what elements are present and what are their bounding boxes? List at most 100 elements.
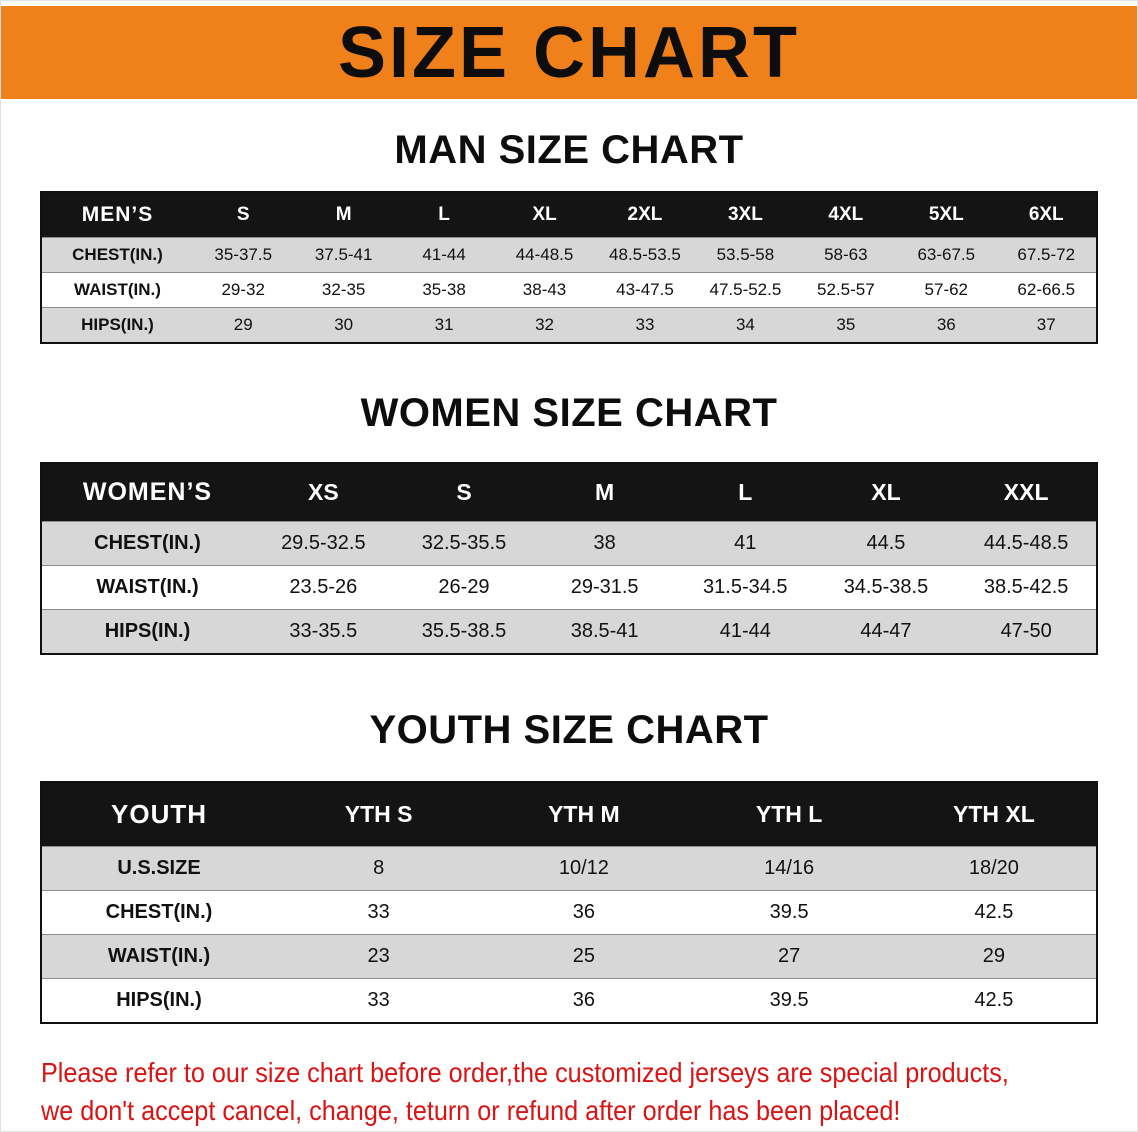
row-label: CHEST(IN.) [41, 521, 253, 566]
size-value-cell: 30 [293, 307, 394, 343]
size-value-cell: 38-43 [494, 272, 595, 308]
row-label: WAIST(IN.) [41, 565, 253, 610]
size-column-header: S [456, 479, 472, 505]
size-column-header: YTH M [548, 801, 620, 827]
size-value-cell: 18/20 [891, 846, 1097, 891]
size-value-cell: 47-50 [956, 609, 1097, 654]
size-value-cell: 10/12 [481, 846, 687, 891]
size-value-cell: 43-47.5 [594, 272, 696, 308]
row-label: WAIST(IN.) [41, 272, 193, 308]
size-value-cell: 53.5-58 [695, 237, 796, 273]
row-label: HIPS(IN.) [41, 609, 253, 654]
row-label: U.S.SIZE [41, 846, 276, 891]
size-value-cell: 44.5-48.5 [956, 521, 1097, 566]
size-column-header: M [595, 479, 615, 505]
size-value-cell: 8 [276, 846, 482, 891]
size-value-cell: 36 [481, 890, 687, 935]
table-header-row: YOUTH YTH S YTH M YTH L YTH XL [41, 782, 1097, 847]
size-value-cell: 42.5 [891, 978, 1097, 1023]
size-column-header: 4XL [828, 204, 864, 225]
size-value-cell: 62-66.5 [996, 272, 1097, 308]
size-value-cell: 27 [686, 934, 892, 979]
measurement-row: HIPS(IN.) 33 36 39.5 42.5 [41, 978, 1097, 1023]
size-value-cell: 41 [674, 521, 816, 566]
row-label: HIPS(IN.) [41, 978, 276, 1023]
measurement-row: WAIST(IN.) 23 25 27 29 [41, 934, 1097, 979]
size-value-cell: 23 [276, 934, 482, 979]
size-value-cell: 67.5-72 [996, 237, 1097, 273]
size-column-header: L [438, 204, 450, 225]
table-header-row: MEN’S S M L XL 2XL 3XL 4XL 5XL 6XL [41, 192, 1097, 238]
size-value-cell: 36 [481, 978, 687, 1023]
men-section-heading: MAN SIZE CHART [394, 128, 744, 172]
size-value-cell: 34 [695, 307, 796, 343]
size-value-cell: 44.5 [815, 521, 957, 566]
size-value-cell: 44-48.5 [494, 237, 595, 273]
size-value-cell: 32 [494, 307, 595, 343]
size-value-cell: 47.5-52.5 [695, 272, 796, 308]
size-value-cell: 36 [896, 307, 997, 343]
youth-section-heading: YOUTH SIZE CHART [369, 708, 769, 752]
size-value-cell: 37.5-41 [293, 237, 394, 273]
row-label: WAIST(IN.) [41, 934, 276, 979]
size-value-cell: 57-62 [896, 272, 997, 308]
measurement-row: WAIST(IN.) 23.5-26 26-29 29-31.5 31.5-34.5 34… [41, 565, 1097, 610]
measurement-row: U.S.SIZE 8 10/12 14/16 18/20 [41, 846, 1097, 891]
table-title: MEN’S [81, 203, 154, 226]
size-value-cell: 23.5-26 [253, 565, 394, 610]
footer-notice: Please refer to our size chart before or… [41, 1054, 1137, 1130]
size-value-cell: 58-63 [795, 237, 897, 273]
size-column-header: YTH S [344, 801, 413, 827]
measurement-row: HIPS(IN.) 29 30 31 32 33 34 35 36 37 [41, 307, 1097, 343]
size-column-header: XL [532, 204, 557, 225]
size-column-header: YTH L [755, 801, 823, 827]
notice-line-1: Please refer to our size chart before or… [41, 1057, 1009, 1088]
size-value-cell: 34.5-38.5 [815, 565, 957, 610]
size-column-header: 3XL [727, 204, 763, 225]
size-value-cell: 32.5-35.5 [393, 521, 535, 566]
size-column-header: YTH XL [952, 801, 1035, 827]
notice-line-2: we don't accept cancel, change, teturn o… [41, 1094, 901, 1126]
page-title: SIZE CHART [338, 12, 800, 93]
men-size-table: MEN’S S M L XL 2XL 3XL 4XL 5XL 6XL CHEST(IN.) 35-37… [40, 191, 1098, 344]
measurement-row: CHEST(IN.) 33 36 39.5 42.5 [41, 890, 1097, 935]
row-label: CHEST(IN.) [41, 237, 193, 273]
size-value-cell: 35-37.5 [193, 237, 294, 273]
row-label: HIPS(IN.) [41, 307, 193, 343]
size-value-cell: 33 [276, 978, 482, 1023]
banner: SIZE CHART [1, 6, 1137, 99]
women-size-table: WOMEN’S XS S M L XL XXL CHEST(IN.) 29.5-32.5 32.5… [40, 462, 1098, 655]
women-section: WOMEN SIZE CHART WOMEN’S XS S M L XL XXL CHEST(… [1, 390, 1137, 655]
size-value-cell: 33-35.5 [253, 609, 394, 654]
size-value-cell: 26-29 [393, 565, 535, 610]
size-value-cell: 33 [594, 307, 696, 343]
youth-size-table: YOUTH YTH S YTH M YTH L YTH XL U.S.SIZE 8 10/12… [40, 781, 1098, 1024]
size-value-cell: 63-67.5 [896, 237, 997, 273]
size-value-cell: 38.5-42.5 [956, 565, 1097, 610]
size-value-cell: 29.5-32.5 [253, 521, 394, 566]
size-value-cell: 29-32 [193, 272, 294, 308]
size-value-cell: 41-44 [393, 237, 495, 273]
size-value-cell: 31 [393, 307, 495, 343]
size-column-header: 6XL [1028, 204, 1064, 225]
measurement-row: CHEST(IN.) 35-37.5 37.5-41 41-44 44-48.5 48.5… [41, 237, 1097, 273]
size-value-cell: 39.5 [686, 890, 892, 935]
size-value-cell: 33 [276, 890, 482, 935]
size-column-header: XXL [1003, 479, 1049, 505]
size-value-cell: 42.5 [891, 890, 1097, 935]
size-value-cell: 37 [996, 307, 1097, 343]
size-value-cell: 35.5-38.5 [393, 609, 535, 654]
size-value-cell: 35-38 [393, 272, 495, 308]
size-value-cell: 38 [534, 521, 675, 566]
size-column-header: XL [871, 479, 901, 505]
measurement-row: HIPS(IN.) 33-35.5 35.5-38.5 38.5-41 41-44 44-… [41, 609, 1097, 654]
size-value-cell: 29-31.5 [534, 565, 675, 610]
size-value-cell: 32-35 [293, 272, 394, 308]
size-column-header: 2XL [627, 204, 663, 225]
youth-section: YOUTH SIZE CHART YOUTH YTH S YTH M YTH L YTH… [1, 707, 1137, 1024]
size-value-cell: 52.5-57 [795, 272, 897, 308]
table-title: WOMEN’S [82, 478, 213, 506]
women-section-heading: WOMEN SIZE CHART [360, 391, 778, 435]
size-value-cell: 25 [481, 934, 687, 979]
